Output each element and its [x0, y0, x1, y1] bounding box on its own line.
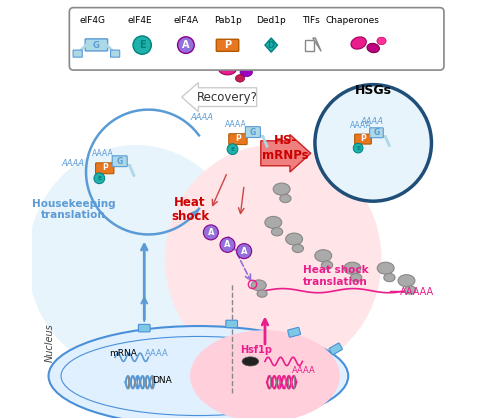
Ellipse shape	[286, 233, 302, 245]
Text: Pab1p: Pab1p	[214, 16, 241, 25]
FancyBboxPatch shape	[245, 127, 260, 137]
Polygon shape	[313, 38, 321, 52]
Ellipse shape	[271, 228, 283, 236]
Text: AAAA: AAAA	[350, 121, 372, 130]
Text: HSGs: HSGs	[355, 84, 392, 97]
FancyBboxPatch shape	[96, 163, 114, 174]
Ellipse shape	[384, 274, 395, 282]
Text: Ded1p: Ded1p	[256, 16, 286, 25]
FancyBboxPatch shape	[110, 50, 120, 57]
Polygon shape	[265, 38, 277, 52]
FancyBboxPatch shape	[229, 134, 247, 145]
Text: AAAA: AAAA	[145, 349, 169, 358]
Text: mRNA: mRNA	[109, 349, 137, 358]
Text: Chaperones: Chaperones	[325, 16, 379, 25]
Text: AAAA: AAAA	[190, 113, 213, 122]
Text: G: G	[250, 127, 256, 137]
Text: AAAAA: AAAAA	[400, 287, 434, 297]
Ellipse shape	[273, 183, 290, 195]
Text: eIF4A: eIF4A	[173, 16, 198, 25]
Circle shape	[94, 173, 105, 184]
Text: P: P	[224, 40, 231, 50]
Text: eIF4E: eIF4E	[128, 16, 153, 25]
Text: Housekeeping
translation: Housekeeping translation	[32, 199, 115, 220]
Text: AAAA: AAAA	[92, 149, 114, 158]
Text: P: P	[102, 163, 108, 172]
Text: G: G	[117, 157, 123, 166]
Text: E: E	[97, 176, 101, 181]
Ellipse shape	[377, 37, 386, 45]
Text: Heat
shock: Heat shock	[171, 196, 209, 223]
FancyBboxPatch shape	[69, 8, 444, 70]
Text: AAAA: AAAA	[61, 159, 84, 168]
FancyBboxPatch shape	[370, 128, 384, 138]
FancyBboxPatch shape	[138, 324, 150, 332]
FancyBboxPatch shape	[112, 156, 127, 167]
Ellipse shape	[292, 244, 303, 253]
Ellipse shape	[377, 262, 394, 274]
Ellipse shape	[344, 262, 361, 274]
Circle shape	[178, 37, 194, 53]
Text: AAAA: AAAA	[225, 120, 247, 129]
Ellipse shape	[367, 44, 379, 53]
Text: A: A	[182, 40, 190, 50]
Circle shape	[353, 143, 363, 153]
Text: A: A	[224, 241, 231, 249]
Ellipse shape	[257, 290, 267, 297]
FancyBboxPatch shape	[226, 320, 238, 328]
Ellipse shape	[280, 194, 291, 203]
Text: E: E	[230, 147, 235, 152]
FancyBboxPatch shape	[288, 327, 300, 337]
Circle shape	[237, 243, 252, 259]
Text: Nucleus: Nucleus	[44, 323, 54, 362]
Text: E: E	[356, 146, 360, 150]
Text: eIF4G: eIF4G	[79, 16, 105, 25]
Circle shape	[220, 238, 235, 252]
Text: E: E	[139, 40, 145, 50]
Text: Hsf1p: Hsf1p	[240, 345, 272, 355]
Ellipse shape	[190, 330, 340, 419]
Ellipse shape	[242, 357, 259, 366]
FancyBboxPatch shape	[73, 50, 82, 57]
Text: Recovery?: Recovery?	[197, 91, 258, 103]
Ellipse shape	[240, 67, 252, 77]
FancyBboxPatch shape	[216, 39, 239, 52]
Text: P: P	[360, 134, 366, 143]
Circle shape	[227, 144, 238, 155]
Text: A: A	[208, 228, 214, 237]
FancyBboxPatch shape	[355, 134, 372, 144]
Ellipse shape	[48, 326, 348, 419]
Text: D: D	[268, 41, 275, 49]
Text: AAAA: AAAA	[360, 117, 384, 126]
Ellipse shape	[251, 280, 266, 291]
Circle shape	[315, 85, 432, 201]
Text: G: G	[373, 128, 380, 137]
Ellipse shape	[315, 250, 332, 262]
Circle shape	[204, 225, 218, 240]
FancyArrow shape	[182, 83, 257, 112]
Text: DNA: DNA	[153, 377, 172, 385]
Text: TIFs: TIFs	[302, 16, 320, 25]
Ellipse shape	[350, 274, 362, 282]
Text: G: G	[93, 41, 100, 49]
Circle shape	[133, 36, 151, 54]
Ellipse shape	[351, 37, 366, 49]
Ellipse shape	[322, 261, 333, 269]
Ellipse shape	[28, 145, 244, 374]
Ellipse shape	[398, 275, 415, 287]
Ellipse shape	[165, 145, 382, 374]
Ellipse shape	[218, 61, 237, 75]
FancyBboxPatch shape	[329, 343, 342, 355]
Text: HS-
mRNPs: HS- mRNPs	[263, 134, 309, 162]
FancyBboxPatch shape	[85, 39, 108, 51]
Text: AAAA: AAAA	[292, 366, 316, 375]
Text: A: A	[241, 247, 247, 256]
FancyBboxPatch shape	[304, 40, 313, 51]
Ellipse shape	[235, 75, 245, 82]
Ellipse shape	[265, 216, 282, 228]
Text: P: P	[235, 134, 241, 143]
Text: Heat shock
translation: Heat shock translation	[303, 265, 369, 287]
FancyArrow shape	[261, 134, 311, 172]
Ellipse shape	[405, 286, 416, 294]
